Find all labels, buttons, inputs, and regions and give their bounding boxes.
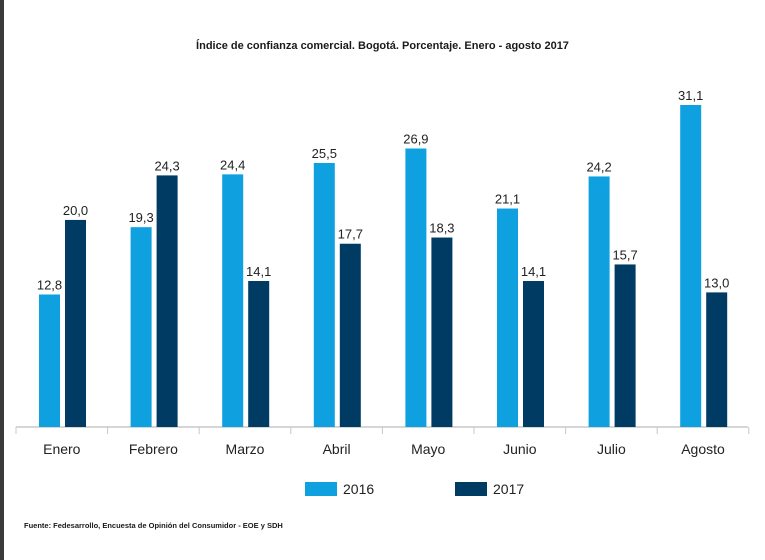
data-label-2016-abril: 25,5 — [312, 146, 337, 161]
legend-swatch-2016 — [305, 482, 337, 496]
bar-2016-abril — [313, 162, 335, 427]
bar-2017-agosto — [706, 292, 728, 427]
data-label-2017-enero: 20,0 — [63, 203, 88, 218]
data-label-2017-julio: 15,7 — [612, 247, 637, 262]
x-tick-label-julio: Julio — [597, 441, 626, 457]
data-label-2016-mayo: 26,9 — [403, 131, 428, 146]
bar-2017-mayo — [431, 237, 453, 427]
data-label-2017-junio: 14,1 — [521, 264, 546, 279]
chart-title: Índice de confianza comercial. Bogotá. P… — [196, 40, 569, 52]
bar-2017-junio — [523, 281, 544, 427]
x-tick-label-mayo: Mayo — [411, 441, 445, 457]
bar-2016-enero — [39, 294, 60, 427]
bar-2017-julio — [614, 264, 636, 427]
bar-2017-febrero — [156, 175, 178, 427]
x-tick-label-abril: Abril — [323, 441, 351, 457]
data-label-2016-agosto: 31,1 — [678, 88, 703, 103]
x-tick-label-enero: Enero — [43, 441, 81, 457]
x-tick-label-febrero: Febrero — [129, 441, 178, 457]
legend: 2016 2017 — [0, 480, 765, 500]
bar-2016-junio — [497, 208, 518, 427]
data-label-2017-marzo: 14,1 — [246, 264, 271, 279]
x-tick-label-marzo: Marzo — [226, 441, 265, 457]
data-label-2017-abril: 17,7 — [338, 227, 363, 242]
data-label-2016-enero: 12,8 — [37, 277, 62, 292]
data-label-2016-julio: 24,2 — [586, 159, 611, 174]
bar-2016-mayo — [405, 148, 427, 427]
left-edge-bar — [0, 0, 4, 560]
legend-swatch-2017 — [455, 482, 487, 496]
bar-2016-febrero — [130, 227, 152, 427]
data-label-2017-febrero: 24,3 — [154, 158, 179, 173]
data-label-2016-marzo: 24,4 — [220, 157, 245, 172]
data-label-2017-mayo: 18,3 — [429, 221, 454, 236]
legend-label-2016: 2016 — [343, 481, 375, 497]
bar-2016-agosto — [680, 105, 702, 427]
x-tick-label-agosto: Agosto — [681, 441, 725, 457]
bar-2017-enero — [65, 219, 86, 427]
bar-2016-marzo — [222, 174, 244, 427]
bar-2016-julio — [588, 176, 610, 427]
data-label-2017-agosto: 13,0 — [704, 275, 729, 290]
bar-2017-abril — [339, 243, 361, 427]
data-label-2016-junio: 21,1 — [495, 192, 520, 207]
data-label-2016-febrero: 19,3 — [128, 210, 153, 225]
x-tick-label-junio: Junio — [503, 441, 537, 457]
bar-2017-marzo — [248, 281, 270, 427]
source-note: Fuente: Fedesarrollo, Encuesta de Opinió… — [24, 521, 283, 530]
legend-label-2017: 2017 — [493, 481, 525, 497]
